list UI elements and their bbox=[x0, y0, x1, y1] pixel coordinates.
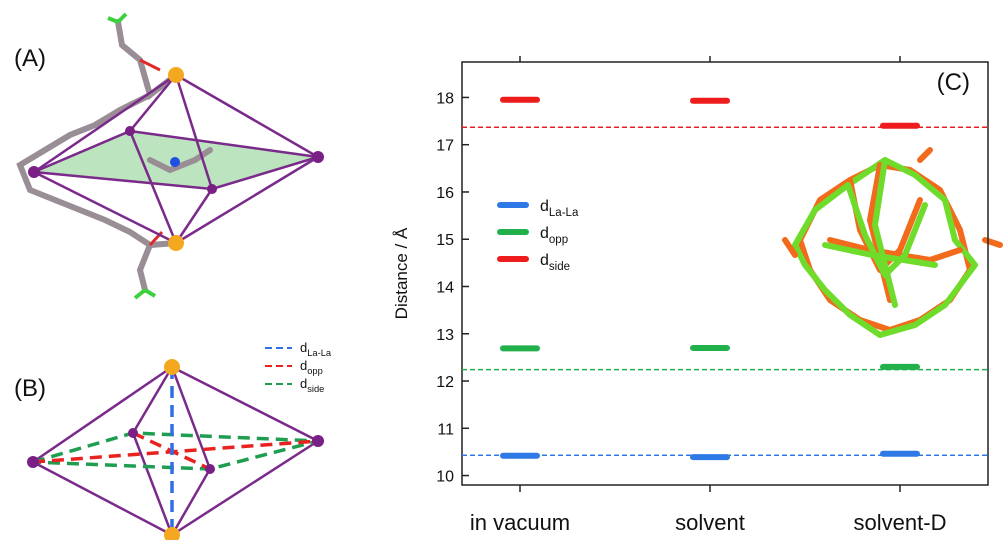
legend-subscript: opp bbox=[307, 366, 323, 376]
panel-label: (A) bbox=[14, 45, 46, 72]
x-tick-label: solvent bbox=[675, 510, 745, 535]
x-tick-label: solvent-D bbox=[854, 510, 947, 535]
legend-name: d bbox=[300, 358, 307, 373]
legend-subscript: La-La bbox=[549, 207, 579, 219]
x-tick-label: in vacuum bbox=[470, 510, 570, 535]
y-tick-label: 14 bbox=[436, 279, 454, 296]
panel-b-drawing bbox=[27, 359, 324, 540]
legend-label: dopp bbox=[540, 225, 568, 246]
figure: (A) (B) dLa-Ladoppdside (C)Distance / Å1… bbox=[0, 0, 1004, 540]
legend-label: dside bbox=[540, 252, 570, 273]
y-tick-label: 16 bbox=[436, 185, 454, 202]
legend-subscript: opp bbox=[549, 234, 568, 246]
y-tick-label: 12 bbox=[436, 374, 454, 391]
y-axis-label: Distance / Å bbox=[392, 227, 411, 319]
legend-subscript: La-La bbox=[307, 348, 332, 358]
legend-name: d bbox=[540, 252, 549, 269]
legend-name: d bbox=[300, 340, 307, 355]
legend-name: d bbox=[540, 225, 549, 242]
y-tick-label: 10 bbox=[436, 469, 454, 486]
legend-subscript: side bbox=[549, 261, 570, 273]
inset-molecule bbox=[785, 150, 1000, 335]
y-tick-label: 15 bbox=[436, 232, 454, 249]
legend-name: d bbox=[300, 376, 307, 391]
legend-label: dside bbox=[300, 376, 324, 394]
y-tick-label: 13 bbox=[436, 327, 454, 344]
panel-label: (B) bbox=[14, 375, 46, 402]
legend-label: dLa-La bbox=[540, 198, 579, 219]
legend-subscript: side bbox=[307, 384, 324, 394]
y-tick-label: 17 bbox=[436, 138, 454, 155]
legend-label: dopp bbox=[300, 358, 323, 376]
chart: (C) Distance / Å 10 11 12 13 14 15 16 17 18 in vacu… bbox=[392, 56, 988, 535]
panel-a-drawing bbox=[20, 14, 324, 298]
chart-title: (C) bbox=[937, 69, 970, 96]
y-tick-label: 11 bbox=[437, 421, 454, 438]
y-tick-label: 18 bbox=[436, 90, 454, 107]
legend-label: dLa-La bbox=[300, 340, 332, 358]
legend-name: d bbox=[540, 198, 549, 215]
